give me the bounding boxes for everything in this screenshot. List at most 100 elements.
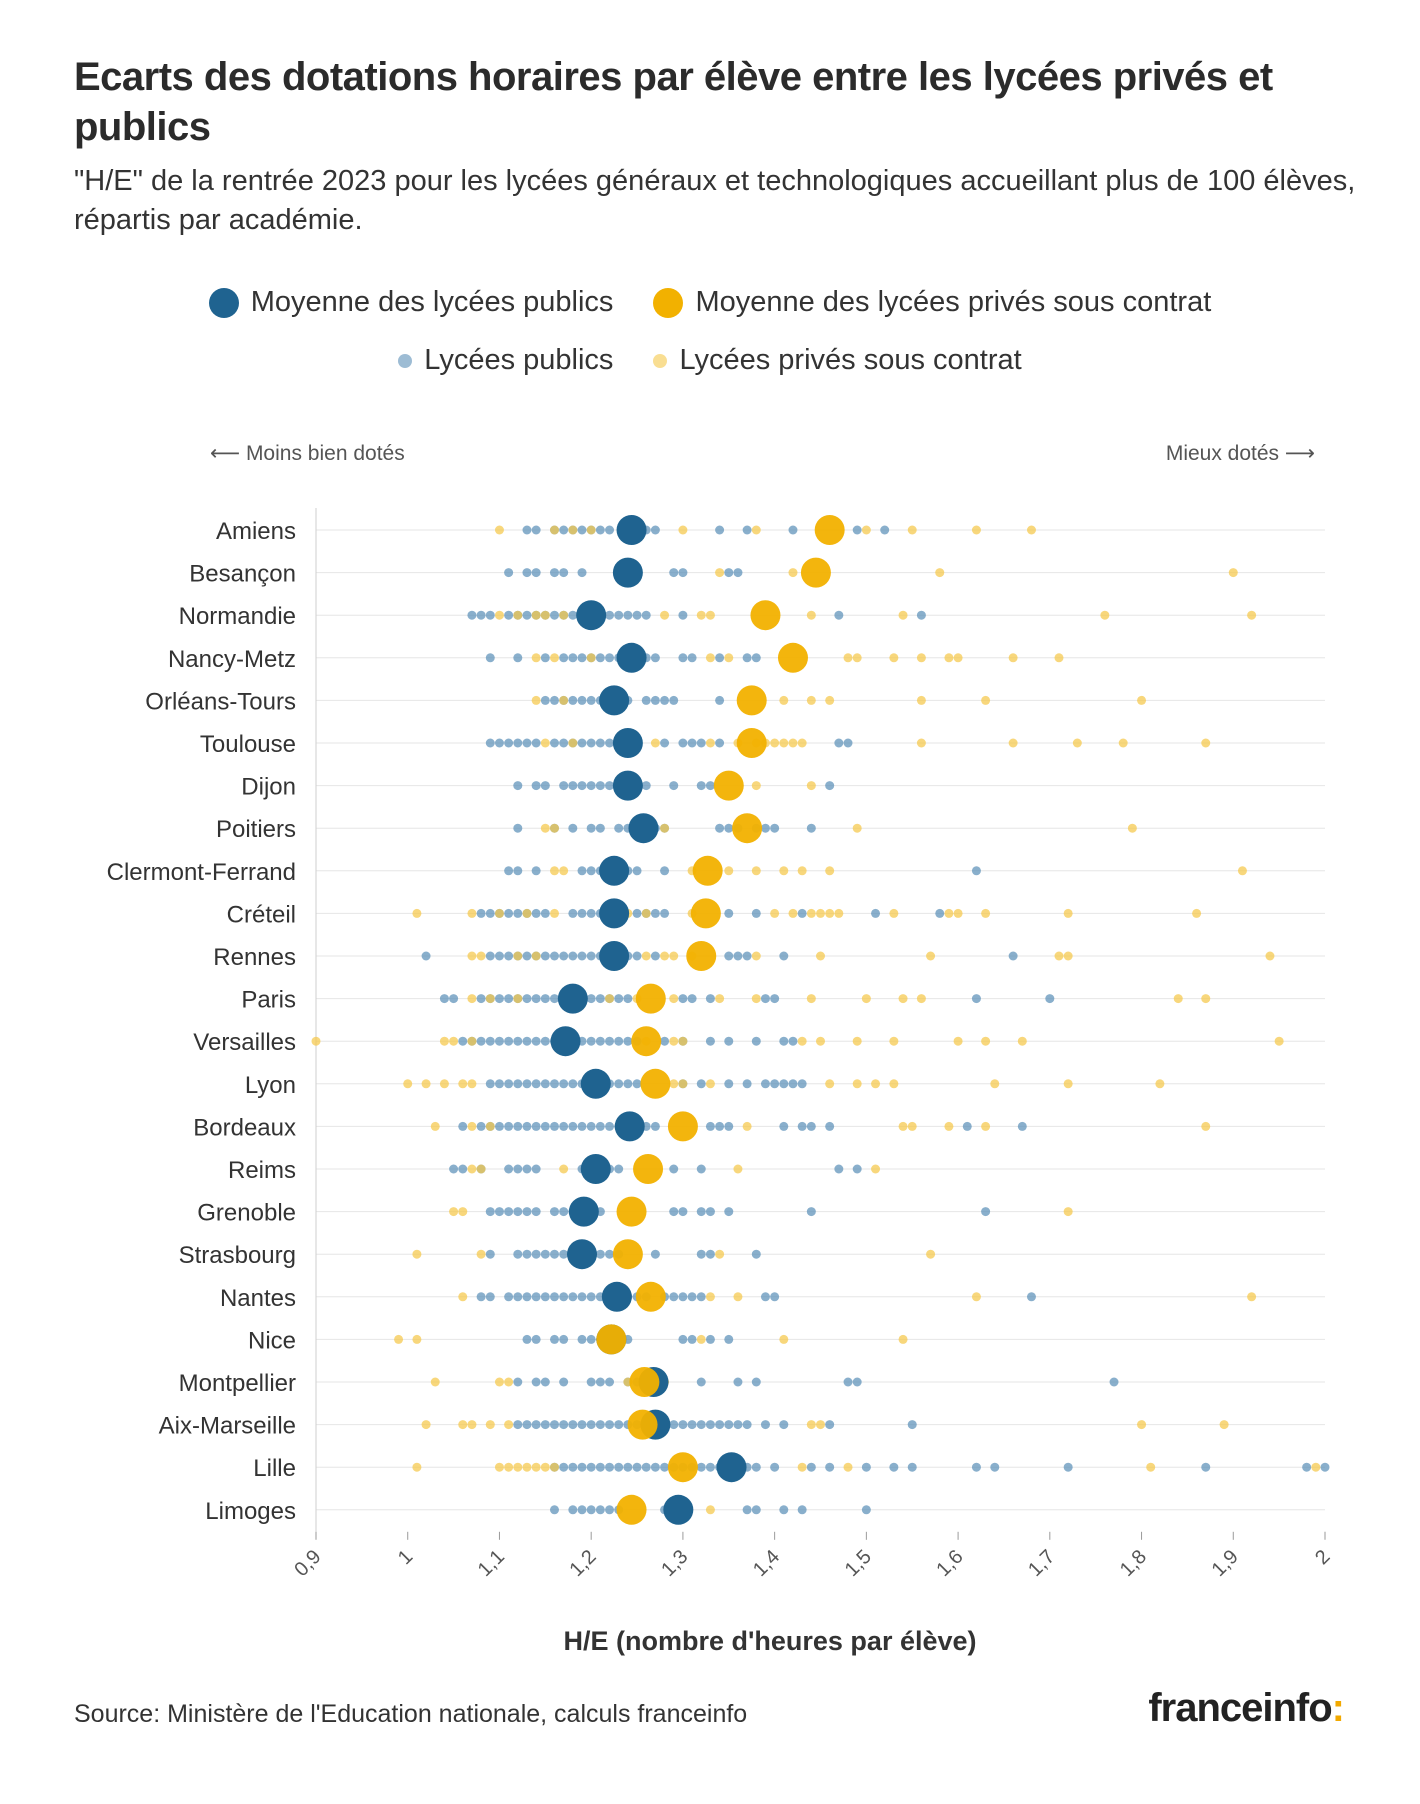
private-school-dot bbox=[421, 1079, 431, 1089]
public-school-dot bbox=[540, 1079, 550, 1089]
public-school-dot bbox=[751, 908, 761, 918]
public-school-dot bbox=[760, 1079, 770, 1089]
public-school-dot bbox=[605, 653, 615, 663]
public-school-dot bbox=[540, 951, 550, 961]
private-school-dot bbox=[449, 1207, 459, 1217]
public-school-dot bbox=[797, 1079, 807, 1089]
public-school-dot bbox=[586, 1505, 596, 1515]
private-school-dot bbox=[751, 781, 761, 791]
private-mean-dot bbox=[616, 1196, 647, 1227]
public-mean-dot bbox=[568, 1196, 599, 1227]
private-school-dot bbox=[889, 1079, 899, 1089]
private-school-dot bbox=[467, 1079, 477, 1089]
private-school-dot bbox=[898, 610, 908, 620]
public-school-dot bbox=[705, 1462, 715, 1472]
public-school-dot bbox=[889, 1462, 899, 1472]
private-school-dot bbox=[421, 1420, 431, 1430]
public-school-dot bbox=[577, 1292, 587, 1302]
private-school-dot bbox=[559, 610, 569, 620]
public-school-dot bbox=[540, 695, 550, 705]
private-school-dot bbox=[1247, 1292, 1257, 1302]
private-school-dot bbox=[660, 823, 670, 833]
private-mean-dot bbox=[732, 813, 763, 844]
public-school-dot bbox=[715, 1121, 725, 1131]
private-school-dot bbox=[660, 610, 670, 620]
public-school-dot bbox=[531, 866, 541, 876]
public-school-dot bbox=[549, 738, 559, 748]
public-school-dot bbox=[696, 1292, 706, 1302]
private-school-dot bbox=[907, 525, 917, 535]
public-school-dot bbox=[559, 738, 569, 748]
private-mean-dot bbox=[800, 557, 831, 588]
public-school-dot bbox=[595, 1377, 605, 1387]
public-school-dot bbox=[586, 781, 596, 791]
private-school-dot bbox=[522, 1462, 532, 1472]
public-school-dot bbox=[485, 1207, 495, 1217]
private-mean-dot bbox=[814, 515, 845, 545]
academy-label: Nice bbox=[248, 1327, 296, 1354]
public-mean-dot bbox=[599, 898, 630, 929]
academy-label: Montpellier bbox=[179, 1370, 296, 1397]
public-school-dot bbox=[577, 525, 587, 535]
public-school-dot bbox=[504, 738, 514, 748]
public-school-dot bbox=[494, 951, 504, 961]
public-school-dot bbox=[687, 738, 697, 748]
private-school-dot bbox=[467, 1420, 477, 1430]
private-school-dot bbox=[1008, 738, 1018, 748]
public-school-dot bbox=[513, 738, 523, 748]
public-school-dot bbox=[559, 653, 569, 663]
public-school-dot bbox=[586, 738, 596, 748]
private-school-dot bbox=[733, 1164, 743, 1174]
private-school-dot bbox=[540, 610, 550, 620]
private-school-dot bbox=[1146, 1462, 1156, 1472]
private-mean-dot bbox=[612, 1239, 643, 1270]
private-school-dot bbox=[916, 738, 926, 748]
private-school-dot bbox=[394, 1334, 404, 1344]
public-school-dot bbox=[797, 1505, 807, 1515]
public-school-dot bbox=[586, 908, 596, 918]
public-school-dot bbox=[559, 1334, 569, 1344]
private-school-dot bbox=[705, 1079, 715, 1089]
private-school-dot bbox=[650, 738, 660, 748]
public-school-dot bbox=[476, 610, 486, 620]
academy-label: Bordeaux bbox=[193, 1114, 296, 1141]
public-school-dot bbox=[513, 1036, 523, 1046]
private-school-dot bbox=[1265, 951, 1275, 961]
private-school-dot bbox=[1008, 653, 1018, 663]
private-school-dot bbox=[522, 908, 532, 918]
private-school-dot bbox=[494, 908, 504, 918]
private-school-dot bbox=[458, 1420, 468, 1430]
private-school-dot bbox=[1072, 738, 1082, 748]
public-school-dot bbox=[531, 781, 541, 791]
private-school-dot bbox=[724, 866, 734, 876]
public-mean-dot bbox=[599, 855, 630, 886]
public-school-dot bbox=[568, 823, 578, 833]
public-school-dot bbox=[595, 994, 605, 1004]
private-school-dot bbox=[944, 908, 954, 918]
public-school-dot bbox=[779, 951, 789, 961]
public-school-dot bbox=[485, 951, 495, 961]
private-mean-dot bbox=[635, 983, 666, 1014]
public-school-dot bbox=[742, 1079, 752, 1089]
public-school-dot bbox=[678, 1334, 688, 1344]
public-school-dot bbox=[605, 1377, 615, 1387]
public-school-dot bbox=[485, 738, 495, 748]
public-school-dot bbox=[650, 908, 660, 918]
public-school-dot bbox=[779, 1036, 789, 1046]
public-school-dot bbox=[586, 1462, 596, 1472]
private-school-dot bbox=[705, 1292, 715, 1302]
public-school-dot bbox=[513, 823, 523, 833]
legend-private-dot-label: Lycées privés sous contrat bbox=[679, 344, 1022, 376]
academy-label: Reims bbox=[228, 1157, 296, 1184]
public-school-dot bbox=[485, 653, 495, 663]
public-school-dot bbox=[623, 1462, 633, 1472]
private-school-dot bbox=[751, 525, 761, 535]
public-school-dot bbox=[568, 1079, 578, 1089]
private-school-dot bbox=[678, 1079, 688, 1089]
public-school-dot bbox=[751, 653, 761, 663]
public-school-dot bbox=[559, 781, 569, 791]
public-mean-dot bbox=[550, 1026, 581, 1057]
private-school-dot bbox=[669, 994, 679, 1004]
public-school-dot bbox=[687, 1334, 697, 1344]
legend-means: Moyenne des lycées publics Moyenne des l… bbox=[0, 286, 1420, 319]
